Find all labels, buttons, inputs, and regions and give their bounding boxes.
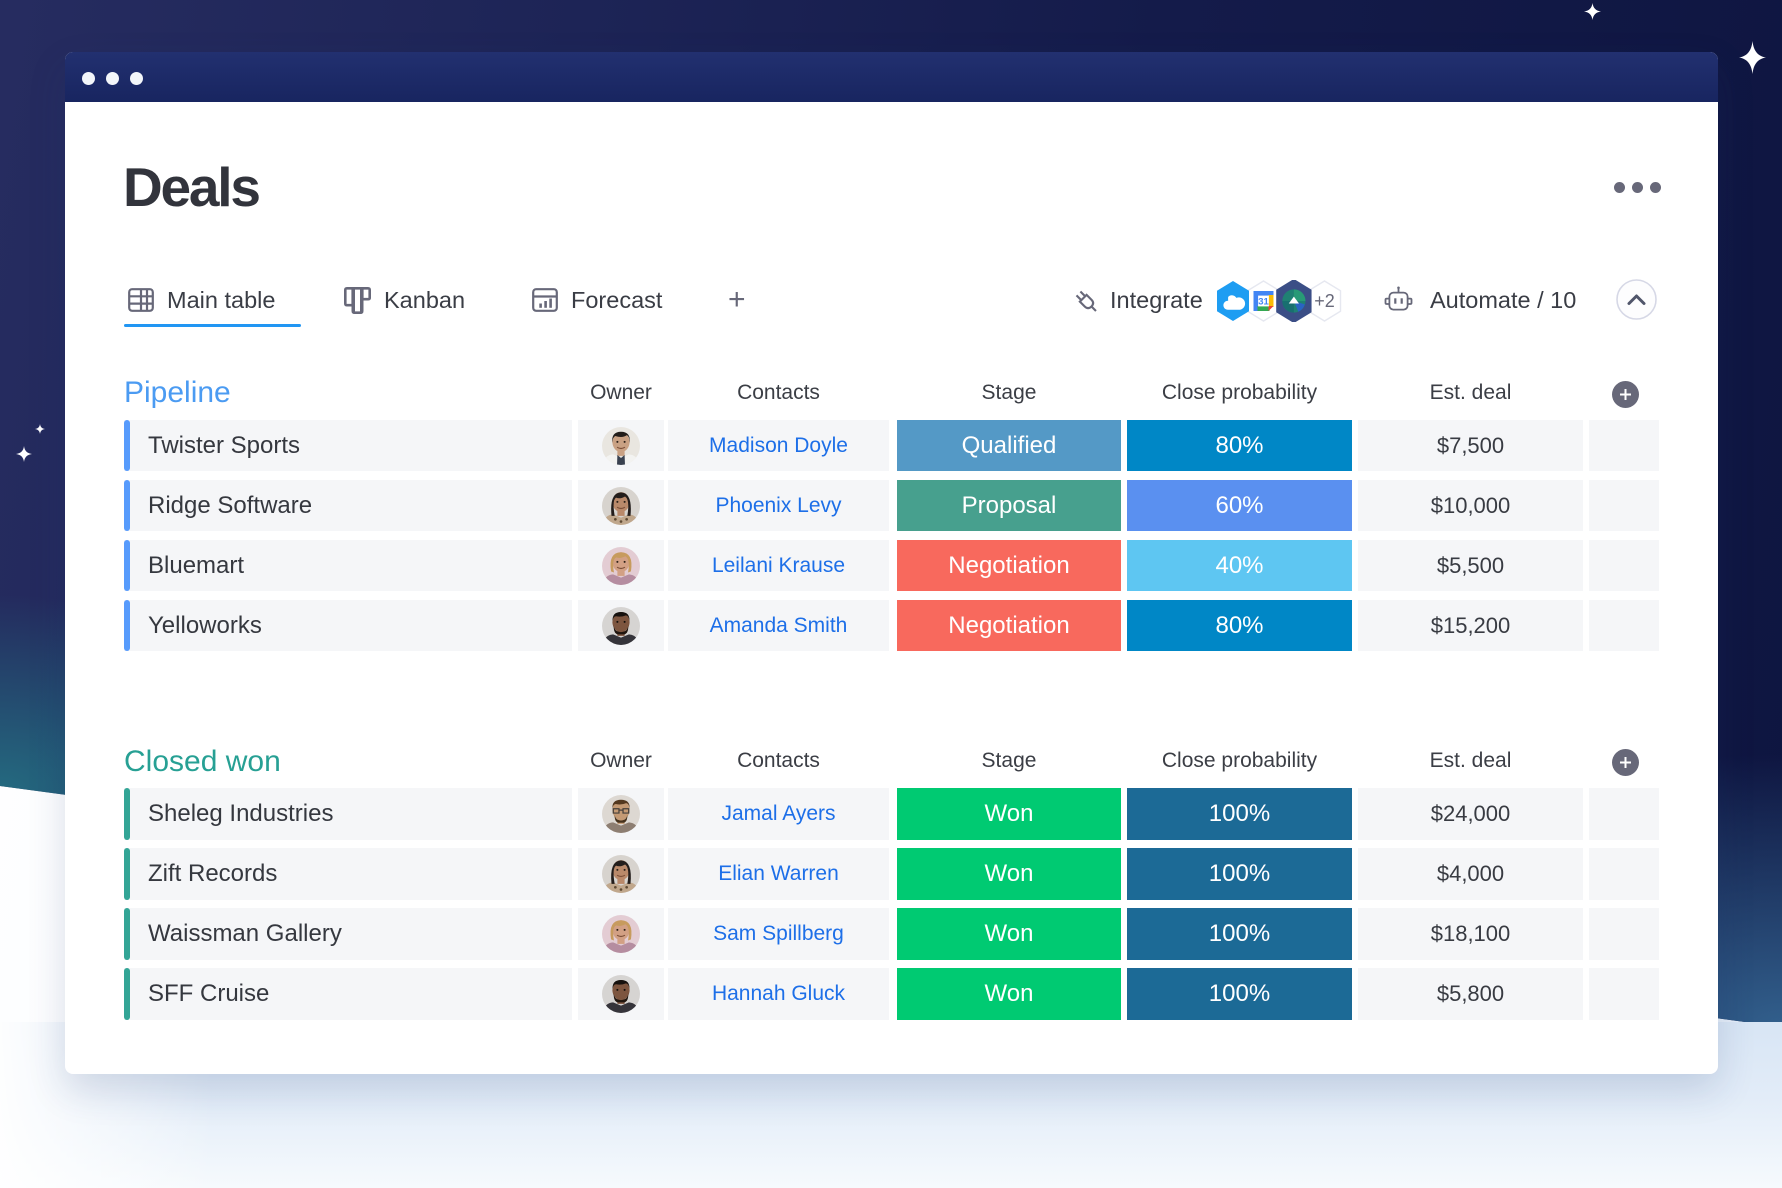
svg-text:+2: +2 (1314, 291, 1335, 311)
svg-text:31: 31 (1258, 297, 1269, 308)
